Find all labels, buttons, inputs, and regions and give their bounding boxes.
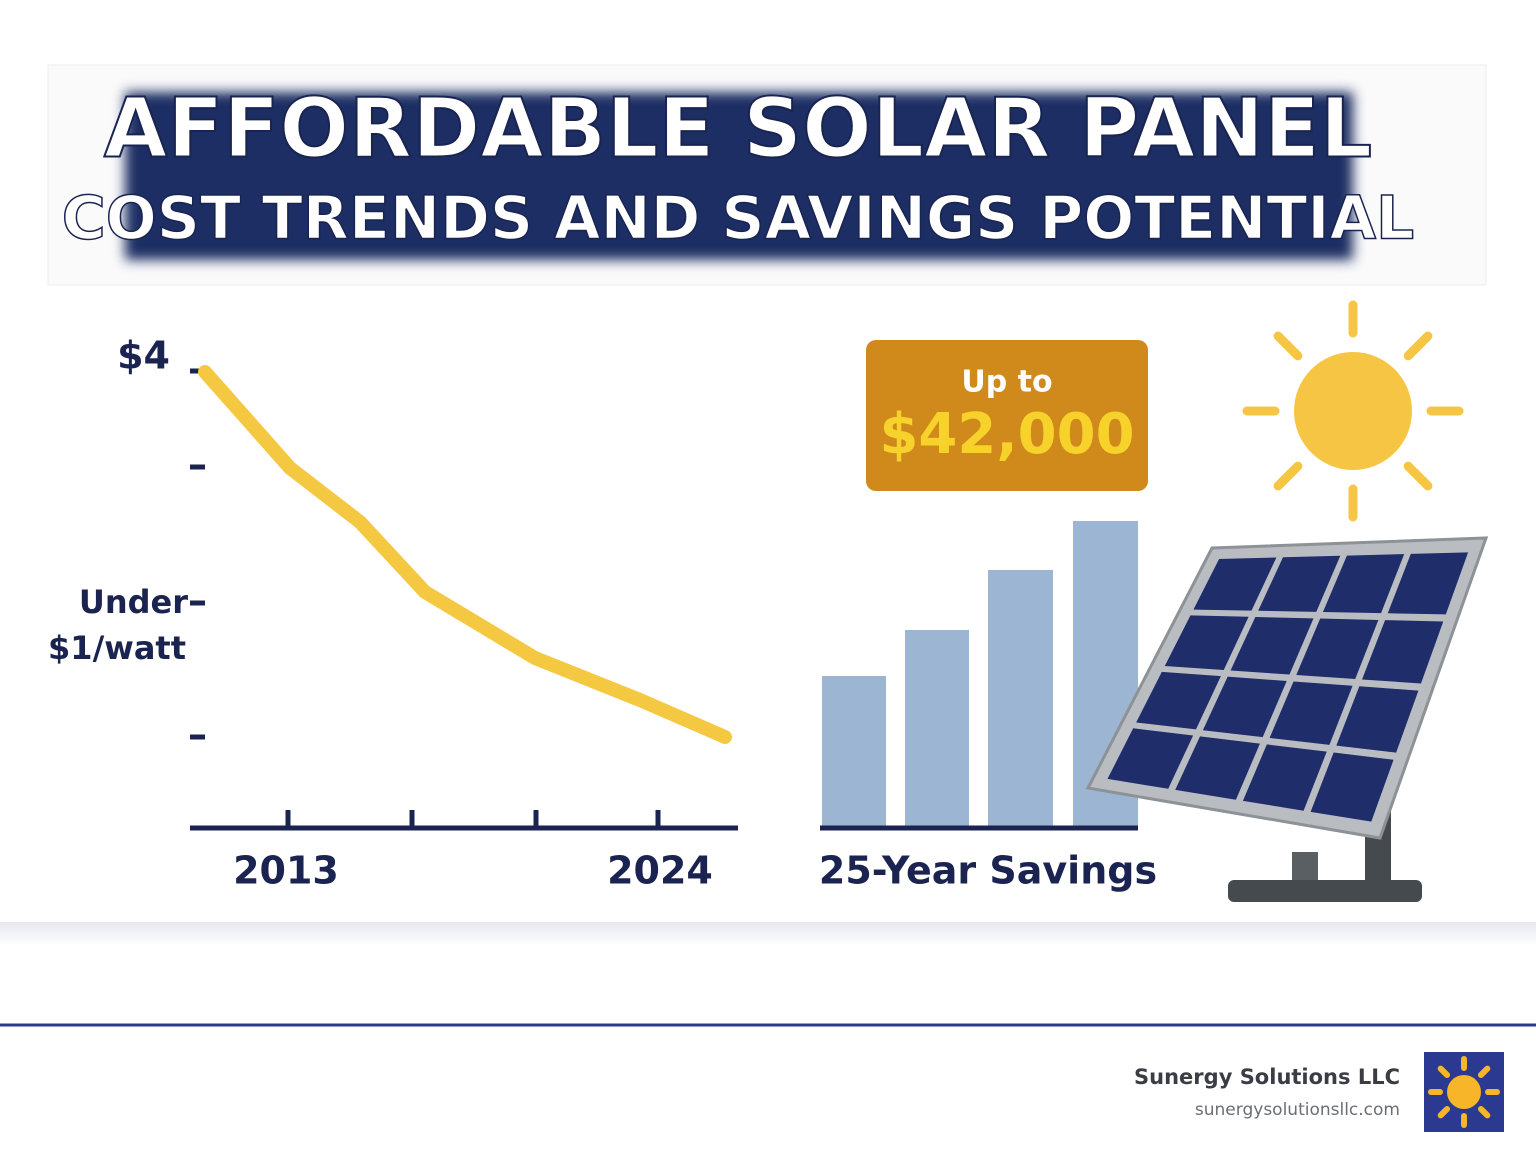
panel-cell — [1164, 615, 1249, 671]
company-website: sunergysolutionsllc.com — [1195, 1100, 1400, 1120]
x-label: 2024 — [607, 849, 713, 893]
sun-ray — [1477, 1105, 1491, 1119]
savings-bar — [905, 630, 969, 828]
cost-chart — [190, 368, 738, 831]
panel-cell — [1322, 554, 1405, 614]
panel-cell — [1193, 557, 1277, 611]
x-label: 2013 — [233, 849, 339, 893]
y-mid-label: Under — [79, 583, 188, 621]
savings-bar — [988, 570, 1053, 828]
savings-label: 25-Year Savings — [819, 849, 1157, 893]
sun-ray — [1273, 331, 1303, 361]
panel-bracket — [1292, 852, 1318, 882]
savings-bars — [822, 521, 1138, 828]
sun-ray — [1477, 1065, 1491, 1079]
panel-cell — [1107, 728, 1194, 789]
panel-cell — [1230, 616, 1314, 675]
savings-badge — [866, 340, 1148, 491]
title-line-1: AFFORDABLE SOLAR PANEL — [104, 81, 1372, 176]
sun-disc — [1294, 352, 1412, 470]
sun-ray — [1403, 461, 1433, 491]
panel-cell — [1175, 736, 1260, 800]
y-top-label: $4 — [117, 334, 170, 378]
company-name: Sunergy Solutions LLC — [1134, 1065, 1400, 1089]
panel-cell — [1387, 552, 1469, 615]
sun-ray — [1403, 331, 1433, 361]
savings-bar — [822, 676, 886, 828]
solar-panel — [1085, 536, 1489, 840]
panel-cell — [1296, 618, 1379, 680]
logo-sun — [1428, 1056, 1500, 1128]
badge-amount: $42,000 — [879, 402, 1134, 467]
cost-line — [198, 365, 732, 744]
panel-cell — [1362, 620, 1444, 684]
sun-ray — [1437, 1065, 1451, 1079]
title-line-2: COST TRENDS AND SAVINGS POTENTIAL — [62, 184, 1415, 254]
sun-disc — [1447, 1075, 1481, 1109]
panel-cell — [1242, 744, 1327, 811]
y-mid-label: $1/watt — [48, 629, 186, 667]
panel-cell — [1202, 676, 1287, 738]
sun-ray — [1437, 1105, 1451, 1119]
panel-cell — [1136, 671, 1221, 730]
panel-cell — [1258, 555, 1341, 612]
panel-cell — [1336, 686, 1419, 753]
badge-line: Up to — [961, 365, 1052, 400]
panel-cell — [1310, 752, 1394, 822]
panel-base — [1228, 880, 1422, 902]
sun-ray — [1273, 461, 1303, 491]
card-shadow — [0, 922, 1536, 946]
title-band — [125, 92, 1353, 260]
panel-cell — [1269, 681, 1353, 745]
sun-icon — [1242, 300, 1464, 522]
